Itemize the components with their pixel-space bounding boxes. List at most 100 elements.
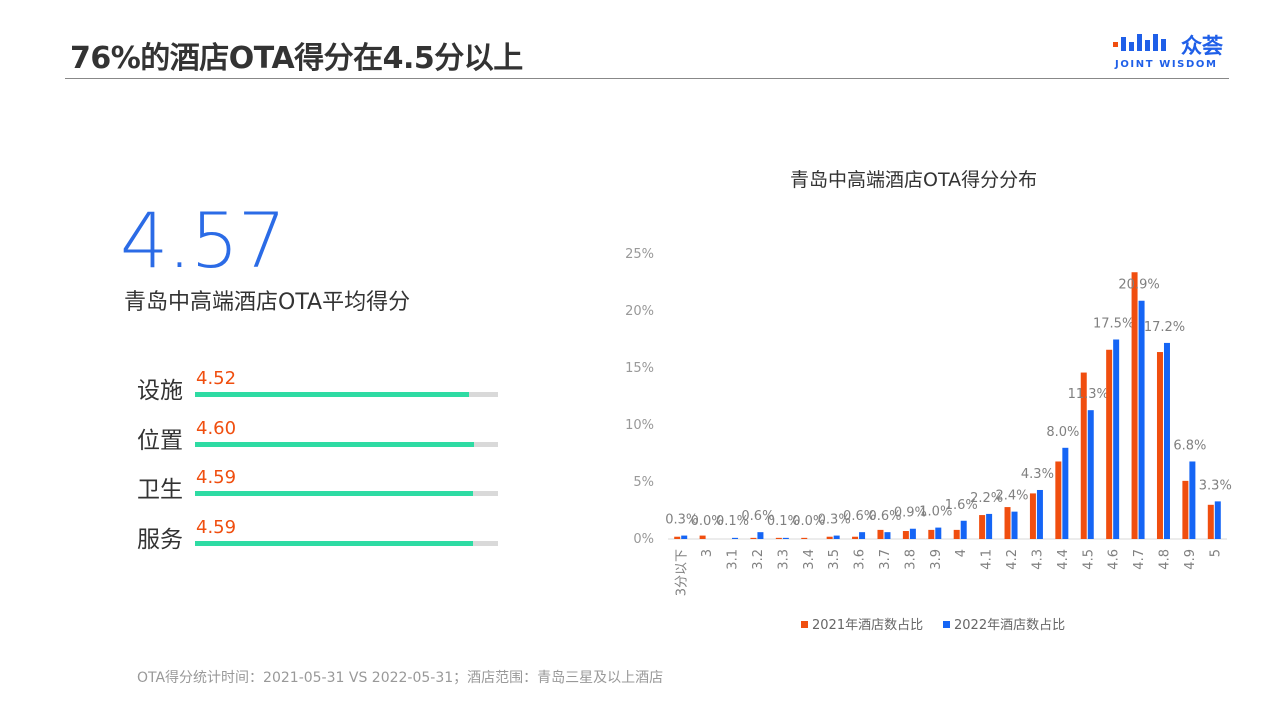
legend-swatch — [943, 621, 950, 628]
metric-name: 服务 — [137, 527, 183, 553]
bar-2022 — [1113, 339, 1120, 539]
bar-2022 — [1062, 447, 1069, 539]
data-label: 0.6% — [843, 509, 876, 524]
data-label: 0.3% — [818, 513, 851, 528]
bar-2022 — [909, 528, 916, 539]
metric-value: 4.52 — [196, 368, 237, 389]
footnote: OTA得分统计时间：2021-05-31 VS 2022-05-31；酒店范围：… — [137, 670, 664, 686]
data-label: 2.2% — [970, 491, 1003, 506]
joint-wisdom-logo: 众荟 JOINT WISDOM — [1113, 30, 1229, 74]
bar-2022 — [859, 532, 866, 539]
y-tick-label: 15% — [625, 361, 654, 376]
metric-facilities: 设施 4.52 — [137, 368, 507, 408]
distribution-chart: 0% 5% 10% 15% 20% 25% 0.3% 3分以下 0.0% 3 0.1% 3.1 0.6%… — [625, 247, 1232, 633]
metric-track — [195, 442, 498, 447]
bar-2021 — [699, 535, 706, 539]
bar-2022 — [757, 532, 764, 539]
metric-track — [195, 491, 498, 496]
x-tick-label: 3.6 — [853, 549, 868, 570]
data-label: 0.1% — [716, 514, 749, 529]
data-label: 0.9% — [894, 506, 927, 521]
bar-2022 — [1087, 410, 1094, 539]
data-label: 11.3% — [1068, 387, 1109, 402]
bar-2021 — [852, 536, 859, 539]
bar-2021 — [1182, 480, 1189, 539]
data-label: 3.3% — [1199, 478, 1232, 493]
bar-2021 — [1106, 349, 1113, 539]
metric-name: 设施 — [137, 378, 183, 404]
x-tick-label: 5 — [1208, 549, 1223, 557]
metric-service: 服务 4.59 — [137, 517, 507, 557]
metric-hygiene: 卫生 4.59 — [137, 467, 507, 507]
bar-2021 — [1156, 352, 1163, 539]
bar-2022 — [1036, 489, 1043, 539]
bar-2021 — [775, 537, 782, 539]
metric-fill — [195, 541, 474, 546]
bar-2022 — [782, 537, 789, 539]
x-tick-label: 3.2 — [751, 549, 766, 570]
x-tick-label: 4.8 — [1157, 549, 1172, 570]
data-label: 0.1% — [767, 514, 800, 529]
data-label: 4.3% — [1021, 467, 1054, 482]
x-tick-label: 3.8 — [903, 549, 918, 570]
x-tick-label: 3.1 — [726, 549, 741, 570]
bar-2021 — [902, 531, 909, 539]
bar-2022 — [1189, 461, 1196, 539]
legend-label: 2022年酒店数占比 — [954, 618, 1065, 633]
bar-2022 — [833, 535, 840, 539]
bar-2021 — [877, 529, 884, 539]
y-tick-label: 25% — [625, 247, 654, 262]
y-tick-label: 10% — [625, 418, 654, 433]
data-label: 6.8% — [1173, 438, 1206, 453]
bar-2022 — [986, 513, 993, 539]
y-tick-label: 20% — [625, 304, 654, 319]
bar-2022 — [960, 520, 967, 539]
metric-value: 4.60 — [196, 418, 237, 439]
metric-fill — [195, 392, 469, 397]
data-label: 8.0% — [1046, 425, 1079, 440]
metric-location: 位置 4.60 — [137, 418, 507, 458]
metric-fill — [195, 491, 474, 496]
data-label: 20.9% — [1118, 278, 1159, 293]
bar-2021 — [1131, 272, 1138, 539]
x-tick-label: 3.5 — [827, 549, 842, 570]
data-label: 0.6% — [868, 509, 901, 524]
data-label: 17.2% — [1144, 320, 1185, 335]
metric-name: 卫生 — [137, 477, 183, 503]
x-tick-label: 4.9 — [1183, 549, 1198, 570]
x-tick-label: 4.7 — [1132, 549, 1147, 570]
average-score: 4.57 — [120, 196, 286, 285]
metric-track — [195, 541, 498, 546]
bar-2021 — [928, 529, 935, 539]
metric-value: 4.59 — [196, 517, 237, 538]
logo-wave-icon — [1113, 34, 1166, 51]
data-label: 1.6% — [945, 498, 978, 513]
data-label: 1.0% — [919, 505, 952, 520]
bar-2021 — [750, 537, 757, 539]
metric-name: 位置 — [137, 428, 183, 454]
y-tick-label: 0% — [633, 532, 654, 547]
x-tick-label: 3 — [700, 549, 715, 557]
bar-2021 — [1004, 507, 1011, 539]
data-label: 0.3% — [665, 513, 698, 528]
bar-2021 — [1207, 504, 1214, 539]
bar-2022 — [1138, 300, 1145, 539]
average-score-label: 青岛中高端酒店OTA平均得分 — [124, 290, 411, 315]
title-divider — [65, 78, 1229, 79]
data-label: 0.6% — [741, 509, 774, 524]
bar-2022 — [1163, 342, 1170, 539]
bar-2021 — [826, 536, 833, 539]
bar-2021 — [1029, 493, 1036, 539]
x-tick-label: 4.1 — [980, 549, 995, 570]
chart-title: 青岛中高端酒店OTA得分分布 — [790, 169, 1038, 191]
bar-2022 — [884, 532, 891, 539]
bar-2021 — [979, 515, 986, 539]
bar-2021 — [1055, 461, 1062, 539]
x-tick-label: 3.3 — [776, 549, 791, 570]
x-tick-label: 3.9 — [929, 549, 944, 570]
x-tick-label: 4.5 — [1081, 549, 1096, 570]
data-label: 0.0% — [792, 514, 825, 529]
metric-value: 4.59 — [196, 467, 237, 488]
legend-label: 2021年酒店数占比 — [812, 618, 923, 633]
bar-2021 — [1080, 372, 1087, 539]
